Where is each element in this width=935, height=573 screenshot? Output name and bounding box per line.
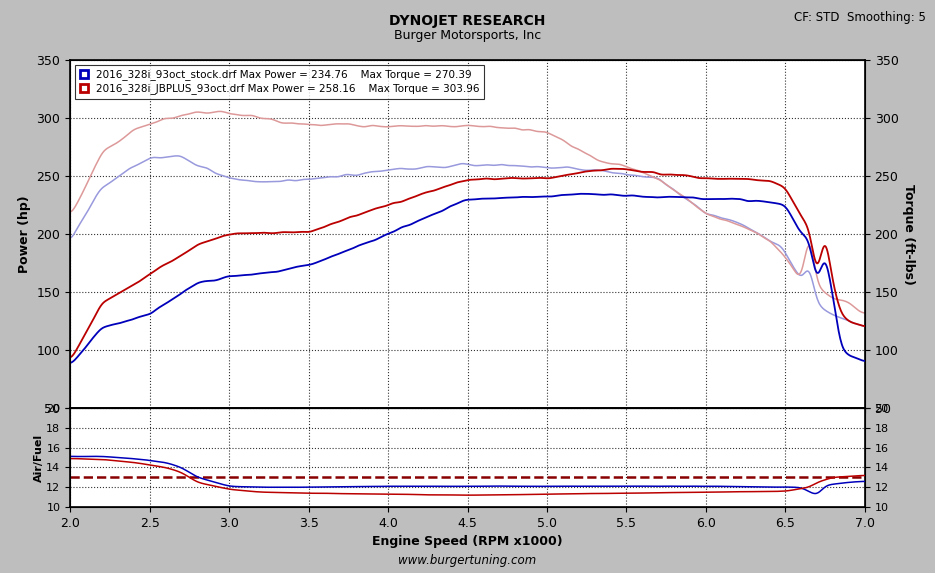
Y-axis label: Torque (ft-lbs): Torque (ft-lbs) [902, 183, 915, 284]
Text: CF: STD  Smoothing: 5: CF: STD Smoothing: 5 [794, 11, 926, 25]
Y-axis label: Power (hp): Power (hp) [18, 195, 31, 273]
Text: www.burgertuning.com: www.burgertuning.com [398, 554, 537, 567]
Text: Burger Motorsports, Inc: Burger Motorsports, Inc [394, 29, 541, 42]
Y-axis label: Air/Fuel: Air/Fuel [34, 433, 44, 481]
Legend: 2016_328i_93oct_stock.drf Max Power = 234.76    Max Torque = 270.39, 2016_328i_J: 2016_328i_93oct_stock.drf Max Power = 23… [76, 65, 483, 99]
Text: DYNOJET RESEARCH: DYNOJET RESEARCH [389, 14, 546, 28]
X-axis label: Engine Speed (RPM x1000): Engine Speed (RPM x1000) [372, 535, 563, 548]
